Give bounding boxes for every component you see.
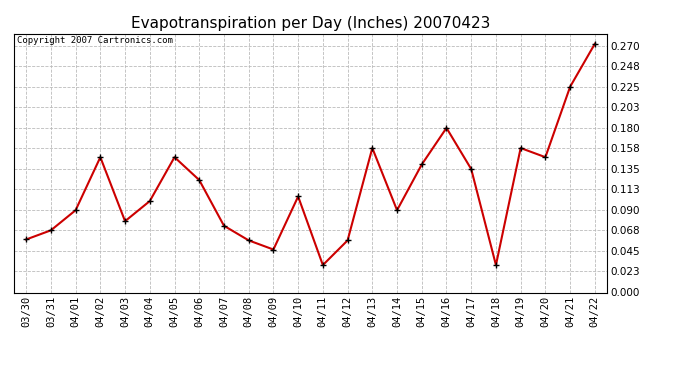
Text: Copyright 2007 Cartronics.com: Copyright 2007 Cartronics.com: [17, 36, 172, 45]
Title: Evapotranspiration per Day (Inches) 20070423: Evapotranspiration per Day (Inches) 2007…: [131, 16, 490, 31]
